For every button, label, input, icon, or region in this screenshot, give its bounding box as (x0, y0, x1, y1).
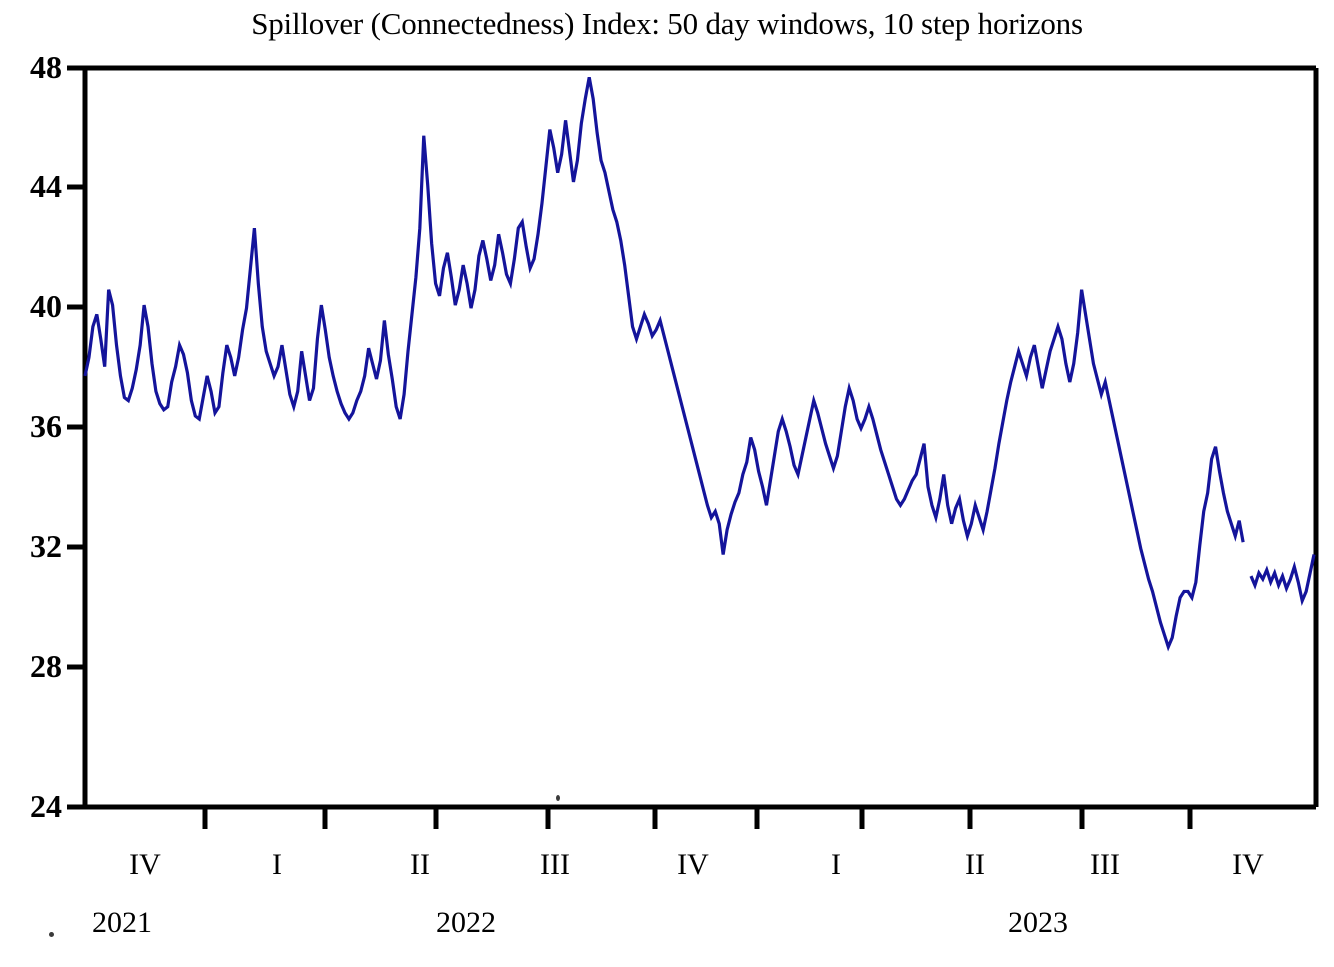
x-tick-quarter-5: I (831, 848, 841, 881)
x-tick-quarter-7: III (1090, 848, 1120, 881)
scan-speck-2 (49, 932, 54, 937)
scan-speck-1 (556, 795, 560, 801)
data-series (83, 76, 1316, 652)
x-tick-quarter-2: II (410, 848, 430, 881)
series-line-0 (1249, 554, 1316, 606)
x-tick-year-2021: 2021 (92, 906, 152, 939)
y-tick-label-40: 40 (30, 288, 62, 324)
y-tick-label-48: 48 (30, 49, 62, 85)
axes (82, 65, 1319, 810)
y-tick-label-28: 28 (30, 648, 62, 684)
x-tick-quarter-3: III (540, 848, 570, 881)
y-tick-label-36: 36 (30, 408, 62, 444)
x-tick-quarter-1: I (272, 848, 282, 881)
y-tick-label-24: 24 (30, 788, 62, 824)
x-tick-quarter-6: II (965, 848, 985, 881)
series-line-0 (83, 76, 1245, 652)
x-tick-quarter-4: IV (677, 848, 709, 881)
x-tick-quarter-8: IV (1232, 848, 1264, 881)
y-tick-label-32: 32 (30, 528, 62, 564)
x-tick-year-2023: 2023 (1008, 906, 1068, 939)
x-tick-year-2022: 2022 (436, 906, 496, 939)
y-tick-label-44: 44 (30, 168, 62, 204)
x-tick-quarter-0: IV (129, 848, 161, 881)
tick-marks (67, 65, 1193, 829)
chart-title: Spillover (Connectedness) Index: 50 day … (251, 6, 1083, 41)
